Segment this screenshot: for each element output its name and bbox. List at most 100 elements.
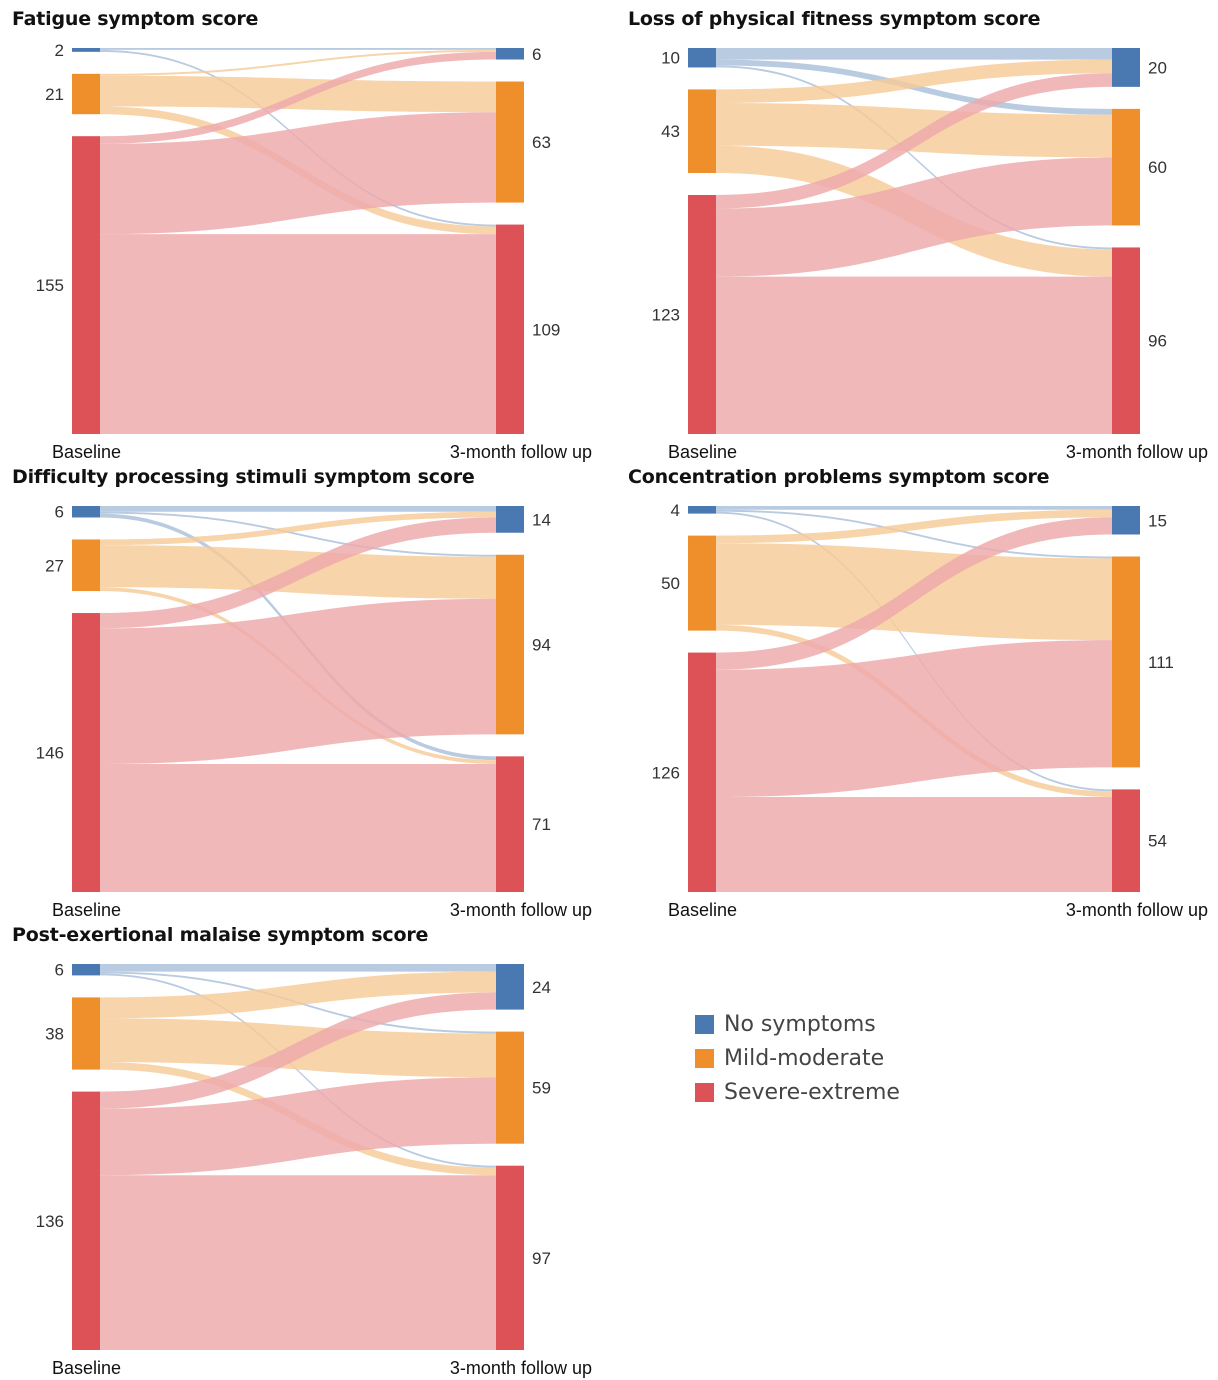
baseline-value-severe-extreme: 126 xyxy=(652,763,680,782)
baseline-node-no-symptoms xyxy=(688,506,716,514)
followup-value-mild-moderate: 94 xyxy=(532,636,551,655)
flow-no-symptoms-to-severe-extreme xyxy=(716,65,1112,250)
flow-mild-moderate-to-mild-moderate xyxy=(716,103,1112,158)
flow-no-symptoms-to-severe-extreme xyxy=(100,973,496,1168)
baseline-node-severe-extreme xyxy=(72,136,100,434)
baseline-node-severe-extreme xyxy=(688,652,716,892)
baseline-node-mild-moderate xyxy=(72,73,100,115)
flow-severe-extreme-to-mild-moderate xyxy=(100,112,496,235)
flow-no-symptoms-to-no-symptoms xyxy=(100,964,496,972)
followup-node-severe-extreme xyxy=(1112,789,1140,892)
followup-node-severe-extreme xyxy=(496,1165,524,1350)
sankey-svg: 6 38 136 24 59 97 Baseline 3-month follow up xyxy=(36,961,592,1378)
followup-value-severe-extreme: 54 xyxy=(1148,832,1167,851)
baseline-node-severe-extreme xyxy=(72,1091,100,1350)
baseline-value-mild-moderate: 27 xyxy=(45,556,64,575)
flow-severe-extreme-to-severe-extreme xyxy=(100,1175,496,1350)
flow-severe-extreme-to-mild-moderate xyxy=(100,1077,496,1176)
flow-mild-moderate-to-no-symptoms xyxy=(100,971,496,1019)
followup-value-severe-extreme: 96 xyxy=(1148,332,1167,351)
followup-node-mild-moderate xyxy=(496,1031,524,1144)
flow-severe-extreme-to-severe-extreme xyxy=(100,234,496,434)
sankey-panel-3: Difficulty processing stimuli symptom sc… xyxy=(12,466,602,921)
flow-severe-extreme-to-no-symptoms xyxy=(100,992,496,1109)
baseline-value-mild-moderate: 21 xyxy=(45,85,64,104)
flow-severe-extreme-to-mild-moderate xyxy=(716,157,1112,277)
followup-value-no-symptoms: 6 xyxy=(532,45,541,64)
axis-label-baseline: Baseline xyxy=(668,442,737,462)
baseline-node-mild-moderate xyxy=(72,997,100,1070)
baseline-value-severe-extreme: 136 xyxy=(36,1212,64,1231)
legend-swatch-no-symptoms xyxy=(695,1014,714,1034)
baseline-value-no-symptoms: 6 xyxy=(55,503,64,522)
flow-no-symptoms-to-no-symptoms xyxy=(100,48,496,50)
baseline-node-mild-moderate xyxy=(688,535,716,631)
legend-item-severe-extreme: Severe-extreme xyxy=(695,1075,900,1109)
followup-value-severe-extreme: 97 xyxy=(532,1249,551,1268)
legend-label-severe-extreme: Severe-extreme xyxy=(724,1079,900,1105)
followup-value-mild-moderate: 60 xyxy=(1148,158,1167,177)
followup-value-mild-moderate: 111 xyxy=(1148,653,1174,672)
flow-severe-extreme-to-no-symptoms xyxy=(100,517,496,629)
legend: No symptoms Mild-moderate Severe-extreme xyxy=(695,1007,900,1109)
baseline-node-severe-extreme xyxy=(72,613,100,892)
axis-label-followup: 3-month follow up xyxy=(1066,900,1208,920)
axis-label-followup: 3-month follow up xyxy=(450,1358,592,1378)
links-group xyxy=(100,964,496,1350)
flow-severe-extreme-to-no-symptoms xyxy=(100,51,496,144)
axis-label-followup: 3-month follow up xyxy=(1066,442,1208,462)
followup-value-mild-moderate: 59 xyxy=(532,1079,551,1098)
sankey-panel-2: Loss of physical fitness symptom score 10… xyxy=(628,8,1218,463)
chart-title: Difficulty processing stimuli symptom sc… xyxy=(12,466,475,488)
flow-mild-moderate-to-no-symptoms xyxy=(716,59,1112,104)
flow-severe-extreme-to-no-symptoms xyxy=(716,73,1112,209)
sankey-svg: 4 50 126 15 111 54 Baseline 3-month follow up xyxy=(652,501,1208,920)
followup-node-mild-moderate xyxy=(1112,556,1140,768)
links-group xyxy=(100,506,496,892)
followup-value-severe-extreme: 71 xyxy=(532,815,551,834)
followup-node-no-symptoms xyxy=(496,506,524,533)
flow-severe-extreme-to-severe-extreme xyxy=(716,276,1112,434)
flow-no-symptoms-to-severe-extreme xyxy=(716,511,1112,792)
baseline-value-severe-extreme: 146 xyxy=(36,744,64,763)
sankey-panel-1: Fatigue symptom score 2 21 155 6 63 109 Baselin… xyxy=(12,8,602,463)
axis-label-followup: 3-month follow up xyxy=(450,442,592,462)
sankey-svg: 10 43 123 20 60 96 Baseline 3-month follow up xyxy=(652,48,1208,462)
sankey-svg: 2 21 155 6 63 109 Baseline 3-month follow up xyxy=(36,41,592,462)
axis-label-baseline: Baseline xyxy=(52,1358,121,1378)
followup-node-no-symptoms xyxy=(1112,48,1140,87)
flow-severe-extreme-to-severe-extreme xyxy=(716,797,1112,892)
flow-severe-extreme-to-mild-moderate xyxy=(716,640,1112,797)
baseline-node-no-symptoms xyxy=(688,48,716,68)
baseline-node-no-symptoms xyxy=(72,48,100,52)
axis-label-baseline: Baseline xyxy=(668,900,737,920)
flow-no-symptoms-to-no-symptoms xyxy=(716,506,1112,510)
links-group xyxy=(716,506,1112,892)
baseline-node-mild-moderate xyxy=(688,89,716,173)
baseline-node-mild-moderate xyxy=(72,539,100,592)
baseline-value-severe-extreme: 123 xyxy=(652,305,680,324)
followup-value-severe-extreme: 109 xyxy=(532,320,560,339)
flow-severe-extreme-to-mild-moderate xyxy=(100,598,496,764)
baseline-value-no-symptoms: 10 xyxy=(661,49,680,68)
axis-label-baseline: Baseline xyxy=(52,900,121,920)
followup-value-mild-moderate: 63 xyxy=(532,133,551,152)
baseline-value-mild-moderate: 50 xyxy=(661,574,680,593)
baseline-value-mild-moderate: 38 xyxy=(45,1025,64,1044)
followup-node-severe-extreme xyxy=(496,224,524,434)
baseline-node-severe-extreme xyxy=(688,194,716,434)
baseline-node-no-symptoms xyxy=(72,964,100,976)
legend-swatch-severe-extreme xyxy=(695,1082,714,1102)
sankey-panel-4: Concentration problems symptom score 4 50 1… xyxy=(628,466,1218,921)
flow-no-symptoms-to-mild-moderate xyxy=(100,511,496,557)
followup-value-no-symptoms: 14 xyxy=(532,510,551,529)
legend-swatch-mild-moderate xyxy=(695,1048,714,1068)
flow-no-symptoms-to-no-symptoms xyxy=(100,506,496,512)
chart-title: Fatigue symptom score xyxy=(12,8,259,30)
followup-node-no-symptoms xyxy=(496,964,524,1010)
flow-mild-moderate-to-no-symptoms xyxy=(100,511,496,546)
legend-label-no-symptoms: No symptoms xyxy=(724,1011,876,1037)
flow-severe-extreme-to-no-symptoms xyxy=(716,517,1112,670)
followup-value-no-symptoms: 20 xyxy=(1148,58,1167,77)
baseline-value-no-symptoms: 6 xyxy=(55,961,64,980)
